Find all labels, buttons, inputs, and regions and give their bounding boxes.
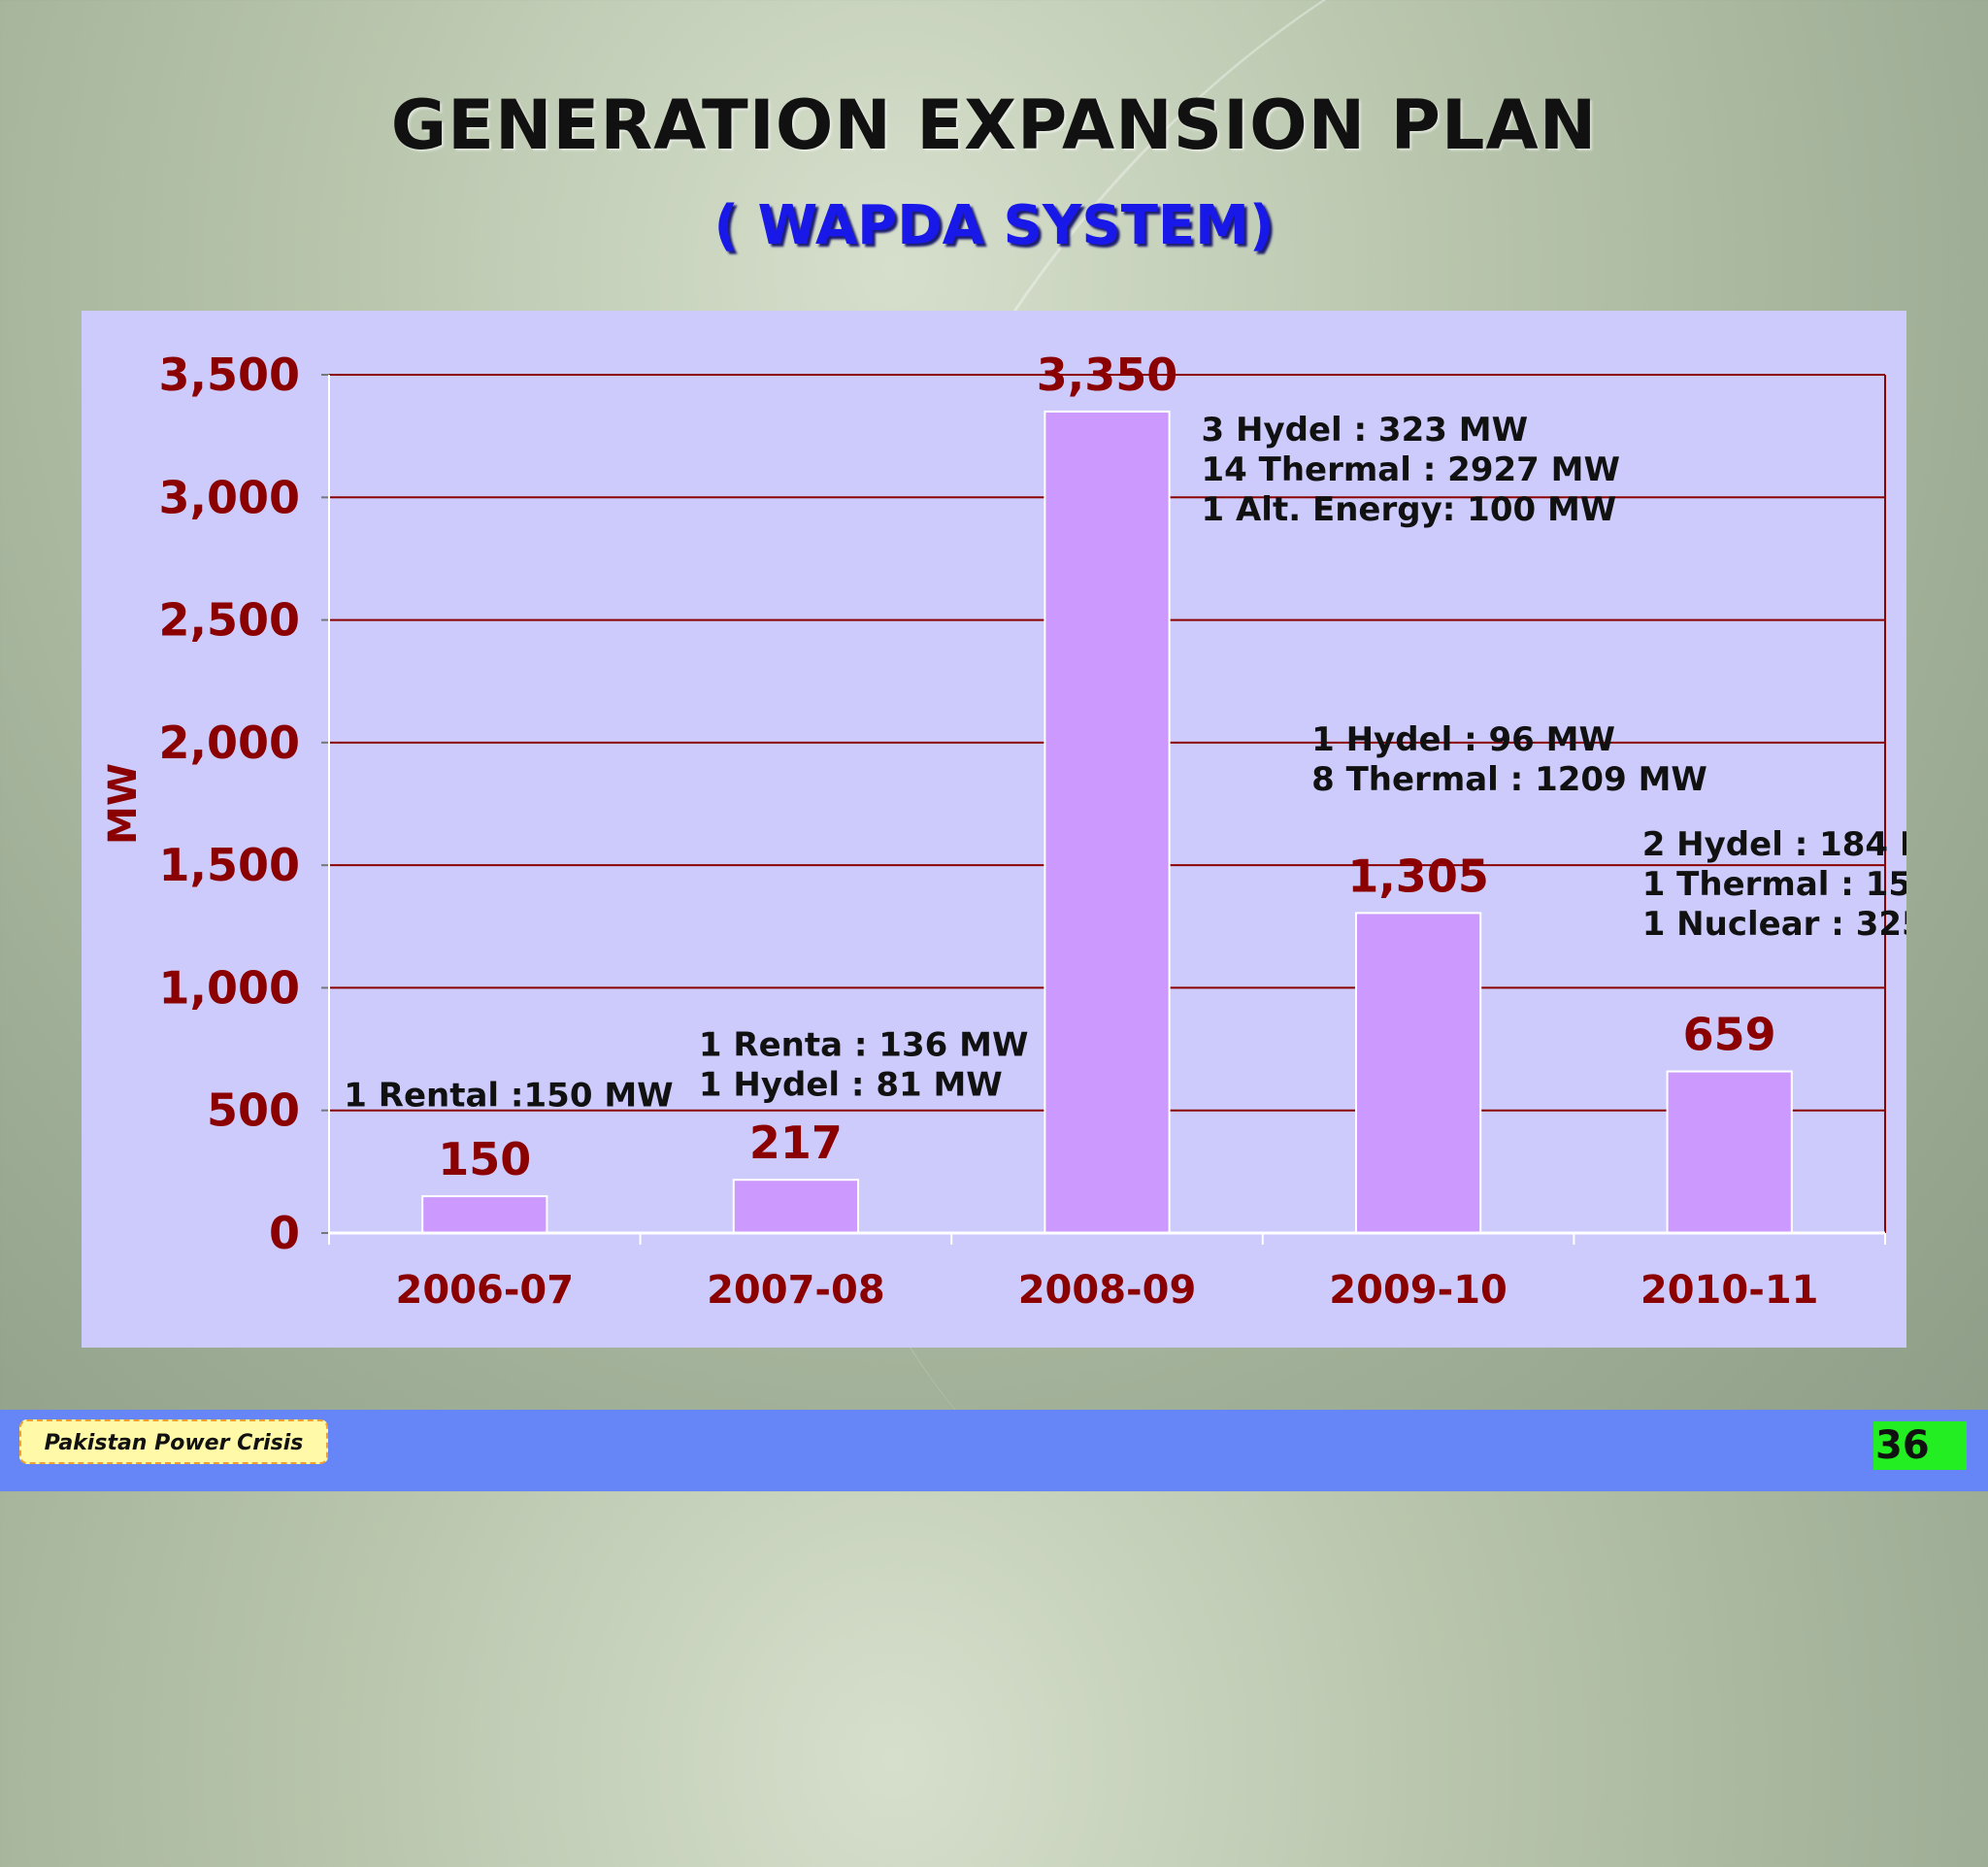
annotation-line: 1 Thermal : 150 MW bbox=[1642, 865, 1906, 904]
y-tick-label: 1,500 bbox=[158, 839, 300, 891]
slide-title: GENERATION EXPANSION PLAN bbox=[390, 85, 1598, 165]
x-tick-label: 2007-08 bbox=[707, 1268, 885, 1313]
annotation-line: 14 Thermal : 2927 MW bbox=[1202, 450, 1620, 489]
bar bbox=[1354, 912, 1482, 1234]
data-label: 659 bbox=[1683, 1009, 1776, 1061]
annotation-line: 1 Renta : 136 MW bbox=[699, 1025, 1029, 1064]
annotation: 2 Hydel : 184 MW1 Thermal : 150 MW1 Nucl… bbox=[1642, 825, 1906, 944]
y-tick-label: 0 bbox=[269, 1207, 300, 1259]
annotation: 3 Hydel : 323 MW 14 Thermal : 2927 MW 1 Al… bbox=[1202, 411, 1620, 529]
x-tick-label: 2009-10 bbox=[1329, 1268, 1508, 1313]
footer-bar bbox=[0, 1410, 1988, 1491]
annotation-line: 2 Hydel : 184 MW bbox=[1642, 825, 1906, 864]
bar-chart: 0 500 1,000 1,500 2,000 2,500 3,000 3,500 150 200… bbox=[101, 349, 1906, 1313]
annotation-line: 1 Rental :150 MW bbox=[344, 1077, 673, 1116]
y-tick-label: 500 bbox=[207, 1084, 300, 1137]
x-tick-label: 2008-09 bbox=[1018, 1268, 1197, 1313]
annotation: 1 Renta : 136 MW 1 Hydel : 81 MW bbox=[699, 1025, 1029, 1104]
x-tick-label: 2010-11 bbox=[1640, 1268, 1819, 1313]
annotation-line: 3 Hydel : 323 MW bbox=[1202, 411, 1529, 450]
bar bbox=[732, 1179, 860, 1235]
annotation: 1 Hydel : 96 MW 8 Thermal : 1209 MW bbox=[1311, 720, 1707, 799]
slide-subtitle: ( WAPDA SYSTEM) bbox=[713, 194, 1275, 257]
annotation-line: 1 Hydel : 96 MW bbox=[1311, 720, 1615, 759]
annotation-line: 1 Nuclear : 325 MW bbox=[1642, 905, 1906, 944]
y-tick-label: 3,500 bbox=[158, 349, 300, 401]
y-axis-label: MW bbox=[101, 763, 146, 845]
data-label: 3,350 bbox=[1037, 349, 1178, 401]
annotation-line: 8 Thermal : 1209 MW bbox=[1311, 760, 1707, 799]
y-tick-label: 2,500 bbox=[158, 594, 300, 647]
chart-panel: 0 500 1,000 1,500 2,000 2,500 3,000 3,500 150 200… bbox=[82, 311, 1906, 1348]
bar bbox=[1044, 410, 1171, 1234]
y-tick-label: 1,000 bbox=[158, 961, 300, 1014]
annotation-line: 1 Hydel : 81 MW bbox=[699, 1065, 1003, 1104]
bar bbox=[1666, 1070, 1793, 1234]
bars bbox=[421, 410, 1793, 1235]
y-tick-label: 3,000 bbox=[158, 471, 300, 523]
footer-label: Pakistan Power Crisis bbox=[19, 1419, 328, 1464]
y-tick-label: 2,000 bbox=[158, 717, 300, 769]
data-label: 217 bbox=[749, 1117, 843, 1169]
page-number: 36 bbox=[1873, 1421, 1967, 1470]
bar bbox=[421, 1195, 548, 1234]
data-label: 150 bbox=[438, 1133, 531, 1185]
axes bbox=[321, 374, 1886, 1245]
data-label: 1,305 bbox=[1347, 850, 1489, 902]
x-tick-label: 2006-07 bbox=[396, 1268, 575, 1313]
annotation: 1 Rental :150 MW bbox=[344, 1077, 673, 1116]
annotation-line: 1 Alt. Energy: 100 MW bbox=[1202, 490, 1617, 529]
labels: 0 500 1,000 1,500 2,000 2,500 3,000 3,500 150 200… bbox=[101, 349, 1906, 1313]
